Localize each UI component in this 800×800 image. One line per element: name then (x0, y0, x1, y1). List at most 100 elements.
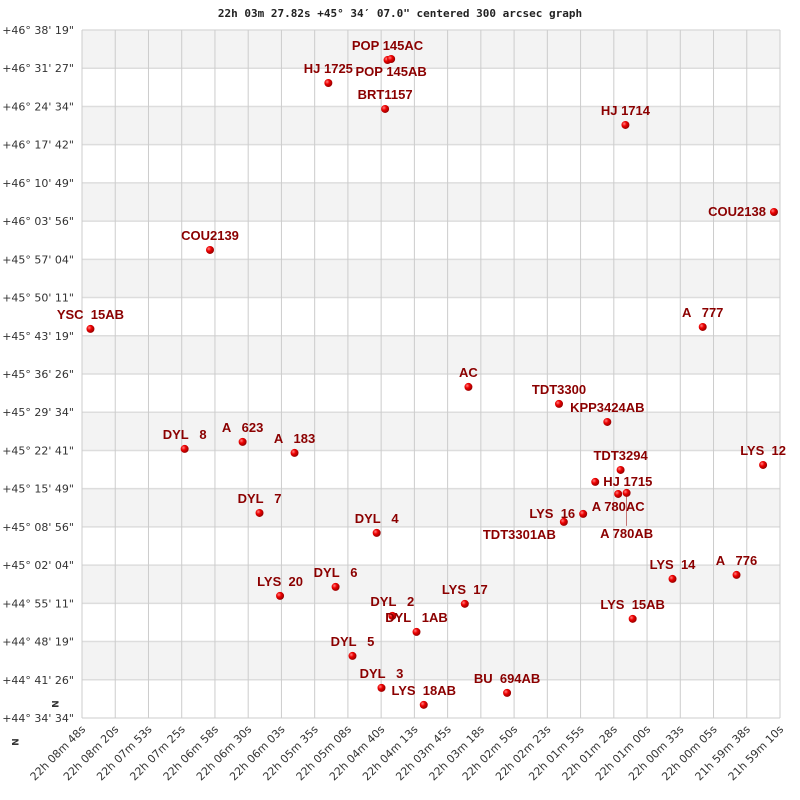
star-dot[interactable] (276, 591, 285, 600)
star-point[interactable]: DYL 4 (355, 511, 400, 537)
y-tick-label: +45° 43' 19" (2, 330, 74, 343)
star-dot[interactable] (668, 574, 677, 583)
star-dot[interactable] (324, 79, 333, 88)
star-point[interactable]: YSC 15AB (57, 307, 124, 333)
star-point[interactable]: A 183 (274, 431, 315, 457)
band (82, 30, 780, 69)
y-tick-label: +44° 48' 19" (2, 636, 74, 649)
star-point[interactable]: DYL 8 (163, 427, 207, 453)
star-point[interactable]: LYS 15AB (600, 597, 665, 623)
star-point[interactable]: A 777 (682, 305, 723, 331)
star-dot[interactable] (579, 509, 588, 518)
star-dot[interactable] (759, 460, 768, 469)
star-point[interactable]: TDT3301AB (483, 517, 568, 542)
star-label: DYL 7 (238, 491, 282, 506)
star-label: AC (459, 365, 478, 380)
star-dot[interactable] (86, 324, 95, 333)
y-tick-label: +45° 22' 41" (2, 444, 74, 457)
star-dot[interactable] (464, 382, 473, 391)
y-tick-label: +45° 08' 56" (2, 521, 74, 534)
star-point[interactable]: DYL 7 (238, 491, 282, 517)
star-dot[interactable] (388, 611, 397, 620)
star-point[interactable]: A 780AB (600, 488, 653, 541)
star-dot[interactable] (372, 528, 381, 537)
star-dot[interactable] (180, 444, 189, 453)
star-point[interactable]: A 780AC (592, 489, 646, 514)
star-point[interactable]: HJ 1714 (601, 103, 651, 129)
star-label: DYL 1AB (385, 610, 448, 625)
star-dot[interactable] (591, 477, 600, 486)
band (82, 565, 780, 604)
band (82, 335, 780, 374)
star-point[interactable]: DYL 1AB (385, 610, 448, 636)
star-dot[interactable] (460, 599, 469, 608)
star-point[interactable]: BRT1157 (358, 87, 413, 113)
y-tick-label: +46° 10' 49" (2, 177, 74, 190)
star-point[interactable]: HJ 1725 (304, 61, 353, 88)
star-label: BU 694AB (474, 671, 540, 686)
star-point[interactable]: HJ 1715 (591, 474, 652, 489)
star-dot[interactable] (603, 417, 612, 426)
star-label: HJ 1725 (304, 61, 353, 76)
star-dot[interactable] (206, 245, 215, 254)
star-dot[interactable] (255, 508, 264, 517)
star-dot[interactable] (628, 614, 637, 623)
star-label: DYL 4 (355, 511, 400, 526)
star-point[interactable]: COU2139 (181, 228, 239, 254)
star-label: LYS 15AB (600, 597, 665, 612)
star-dot[interactable] (616, 465, 625, 474)
star-dot[interactable] (555, 399, 564, 408)
star-dot[interactable] (622, 488, 631, 497)
star-point[interactable]: LYS 16 (529, 506, 588, 521)
star-dot[interactable] (419, 700, 428, 709)
star-dot[interactable] (769, 207, 778, 216)
star-point[interactable]: AC (459, 365, 478, 391)
star-label: LYS 18AB (391, 683, 456, 698)
star-dot[interactable] (412, 627, 421, 636)
star-dot[interactable] (381, 104, 390, 113)
star-point[interactable]: KPP3424AB (570, 400, 645, 426)
star-dot[interactable] (290, 448, 299, 457)
star-point[interactable]: LYS 17 (442, 582, 488, 608)
star-label: A 777 (682, 305, 723, 320)
band (82, 641, 780, 680)
star-point[interactable]: TDT3300 (532, 382, 586, 408)
grid-lines (81, 29, 781, 719)
star-dot[interactable] (732, 570, 741, 579)
star-point[interactable]: A 776 (716, 553, 757, 579)
star-dot[interactable] (559, 517, 568, 526)
star-dot[interactable] (698, 322, 707, 331)
star-dot[interactable] (621, 120, 630, 129)
y-tick-label: +45° 50' 11" (2, 292, 74, 305)
star-point[interactable]: DYL 5 (331, 634, 375, 660)
star-label: KPP3424AB (570, 400, 644, 415)
star-label: A 776 (716, 553, 757, 568)
star-dot[interactable] (503, 688, 512, 697)
star-dot[interactable] (377, 683, 386, 692)
star-point[interactable]: LYS 12 (740, 443, 786, 469)
star-dot[interactable] (387, 55, 396, 64)
star-dot[interactable] (238, 437, 247, 446)
north-marker-x: N (9, 738, 19, 746)
star-point[interactable]: DYL 6 (314, 565, 358, 591)
y-tick-label: +46° 38' 19" (2, 24, 74, 37)
y-tick-label: +45° 36' 26" (2, 368, 74, 381)
star-dot[interactable] (331, 582, 340, 591)
band (82, 259, 780, 298)
star-point[interactable]: COU2138 (708, 204, 778, 219)
star-dot[interactable] (348, 651, 357, 660)
star-point[interactable]: DYL 2 (370, 594, 414, 620)
star-point[interactable]: BU 694AB (474, 671, 540, 697)
star-point[interactable]: POP 145AB (356, 55, 427, 79)
y-tick-label: +44° 34' 34" (2, 712, 74, 725)
star-dot[interactable] (614, 489, 623, 498)
star-label: TDT3294 (593, 448, 648, 463)
star-point[interactable]: DYL 3 (360, 666, 404, 692)
star-point[interactable]: A 623 (222, 420, 263, 446)
star-point[interactable]: LYS 14 (650, 557, 697, 583)
star-point[interactable]: TDT3294 (593, 448, 648, 474)
star-point[interactable]: LYS 18AB (391, 683, 456, 709)
star-point[interactable]: LYS 20 (257, 574, 303, 600)
